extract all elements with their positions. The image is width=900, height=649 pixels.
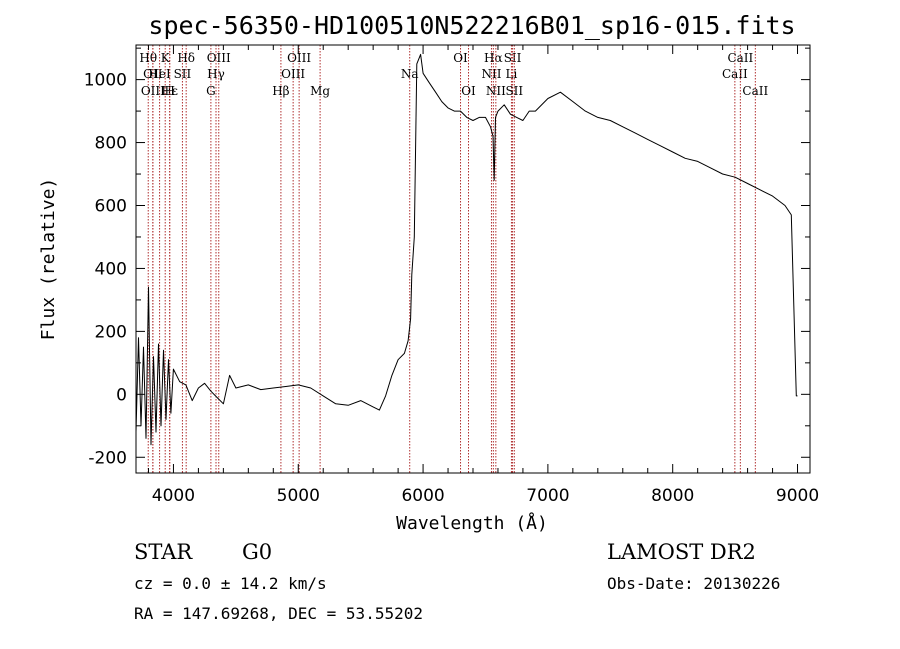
info-panel: STAR G0 LAMOST DR2 cz = 0.0 ± 14.2 km/s … <box>134 540 780 623</box>
y-tick-label: 1000 <box>84 71 127 91</box>
x-tick-label: 7000 <box>526 486 569 506</box>
line-marker-label: HeI <box>148 67 171 81</box>
y-tick-label: 400 <box>95 259 127 279</box>
line-marker-label: SII <box>174 67 192 81</box>
line-marker-label: CaII <box>742 84 768 98</box>
y-tick-label: 0 <box>116 385 127 405</box>
line-marker-label: OIII <box>207 51 231 65</box>
line-marker-label: Hθ <box>139 51 157 65</box>
y-tick-label: 200 <box>95 322 127 342</box>
spectrum-series <box>135 53 798 446</box>
x-tick-label: 5000 <box>277 486 320 506</box>
line-marker-label: CaII <box>727 51 753 65</box>
x-axis: 4000 5000 6000 7000 8000 9000 <box>147 45 819 506</box>
line-marker-label: Li <box>506 67 518 81</box>
plot-frame <box>135 44 811 474</box>
line-marker-label: OIII <box>281 67 305 81</box>
line-marker-label: SII <box>505 84 523 98</box>
line-marker-label: G <box>206 84 216 98</box>
line-marker-label: NII <box>486 84 506 98</box>
line-marker-label: SII <box>504 51 522 65</box>
chart-title: spec-56350-HD100510N522216B01_sp16-015.f… <box>148 11 795 40</box>
y-tick-label: 600 <box>95 197 127 217</box>
y-tick-label: -200 <box>88 448 127 468</box>
y-tick-label: 800 <box>95 134 127 154</box>
line-marker-label: OII <box>143 67 163 81</box>
line-marker-label: Na <box>401 67 419 81</box>
velocity-text: cz = 0.0 ± 14.2 km/s <box>134 574 327 593</box>
line-marker-label: Hα <box>484 51 503 65</box>
spectrum-line <box>135 53 798 446</box>
survey-name: LAMOST DR2 <box>607 540 756 564</box>
x-tick-label: 4000 <box>152 486 195 506</box>
line-marker-label: NII <box>481 67 501 81</box>
x-tick-label: 9000 <box>776 486 819 506</box>
y-axis-label: Flux (relative) <box>38 178 59 341</box>
line-marker-label: K <box>161 51 171 65</box>
line-markers: HθOIIOIIIHeIKHεHSIIHδGHγOIIIHβOIIIOIIIMg… <box>139 45 768 473</box>
line-marker-label: OI <box>453 51 468 65</box>
line-marker-label: H <box>164 84 174 98</box>
line-marker-label: Hβ <box>272 84 289 98</box>
line-marker-label: Hδ <box>177 51 195 65</box>
line-marker-label: Mg <box>310 84 330 98</box>
x-axis-label: Wavelength (Å) <box>396 512 548 534</box>
obs-date: Obs-Date: 20130226 <box>607 574 780 593</box>
line-marker-label: CaII <box>722 67 748 81</box>
x-tick-label: 6000 <box>401 486 444 506</box>
coordinates: RA = 147.69268, DEC = 53.55202 <box>134 604 423 623</box>
line-marker-label: Hγ <box>207 67 225 81</box>
line-marker-label: OIII <box>287 51 311 65</box>
object-class: STAR <box>134 540 193 564</box>
x-tick-label: 8000 <box>651 486 694 506</box>
object-subclass: G0 <box>242 540 272 564</box>
line-marker-label: OI <box>461 84 476 98</box>
y-axis: -200 0 200 400 600 800 1000 <box>84 47 810 468</box>
line-marker-label: OIII <box>141 84 165 98</box>
